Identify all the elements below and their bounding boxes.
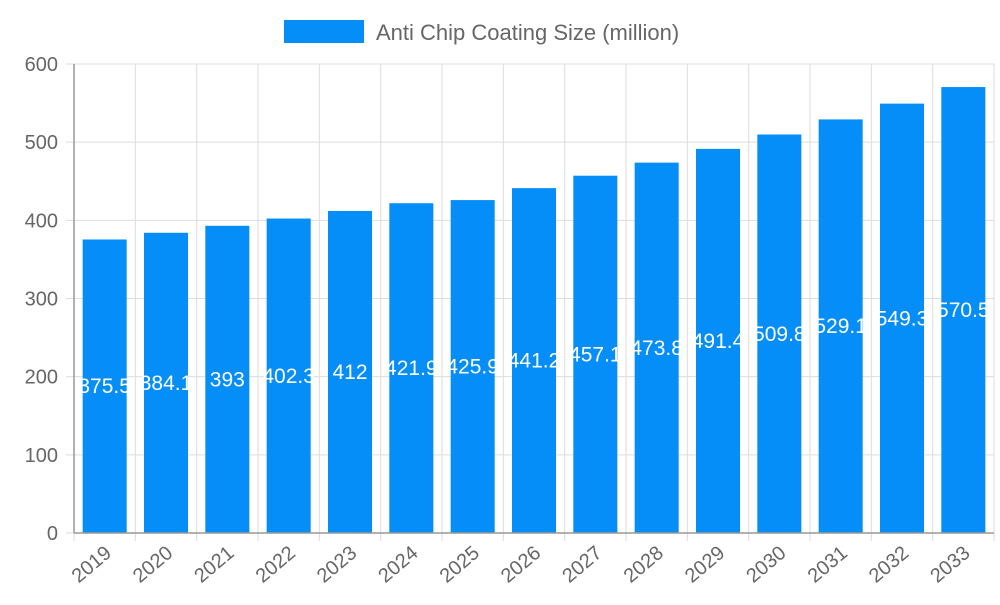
x-tick-label: 2032 <box>865 542 913 587</box>
x-tick-label: 2028 <box>620 542 668 587</box>
bar <box>512 188 556 533</box>
data-label: 441.2 <box>508 350 561 373</box>
y-tick-label: 500 <box>25 132 58 154</box>
bar <box>941 87 986 533</box>
y-tick-label: 200 <box>25 367 58 389</box>
bar <box>696 148 740 533</box>
bar <box>389 203 434 533</box>
data-label: 402.3 <box>262 365 315 388</box>
data-labels: 375.5 384.1 393 402.3 412 421.9 425.9 441.2 457.… <box>78 299 989 398</box>
bar <box>205 225 250 533</box>
bar <box>328 210 372 533</box>
bar <box>757 134 802 533</box>
data-label: 393 <box>210 368 245 391</box>
x-tick-label: 2020 <box>129 542 177 587</box>
bar <box>818 119 863 533</box>
data-label: 421.9 <box>385 357 438 380</box>
data-label: 473.8 <box>630 337 683 360</box>
y-tick-label: 0 <box>47 523 58 545</box>
y-tick-label: 600 <box>25 54 58 76</box>
bar <box>82 239 127 533</box>
data-label: 457.1 <box>569 343 622 366</box>
x-tick-label: 2022 <box>252 542 300 587</box>
x-tick-label: 2019 <box>68 542 116 587</box>
data-label: 529.1 <box>814 315 867 338</box>
bar <box>573 175 618 533</box>
x-tick-label: 2030 <box>742 542 790 587</box>
bar <box>266 218 311 533</box>
x-tick-label: 2027 <box>558 542 606 587</box>
x-tick-label: 2026 <box>497 542 545 587</box>
x-tick-label: 2023 <box>313 542 361 587</box>
bar <box>634 162 679 533</box>
y-tick-label: 400 <box>25 210 58 232</box>
data-label: 412 <box>332 361 367 384</box>
bar <box>144 232 188 533</box>
y-tick-label: 300 <box>25 289 58 311</box>
legend-label: Anti Chip Coating Size (million) <box>376 20 679 45</box>
bar <box>450 200 495 533</box>
data-label: 384.1 <box>140 372 193 395</box>
data-label: 491.4 <box>692 330 745 353</box>
x-tick-label: 2024 <box>374 542 422 587</box>
legend-swatch <box>284 20 364 43</box>
data-label: 509.8 <box>753 323 806 346</box>
x-tick-label: 2031 <box>804 542 852 587</box>
legend[interactable]: Anti Chip Coating Size (million) <box>284 20 679 45</box>
x-tick-label: 2033 <box>926 542 974 587</box>
data-label: 570.5 <box>937 299 990 322</box>
y-tick-label: 100 <box>25 445 58 467</box>
grid <box>66 63 995 541</box>
x-tick-label: 2025 <box>436 542 484 587</box>
bars <box>82 87 986 534</box>
x-tick-label: 2029 <box>681 542 729 587</box>
bar <box>880 103 924 534</box>
data-label: 549.3 <box>876 307 929 330</box>
data-label: 375.5 <box>78 375 131 398</box>
x-tick-label: 2021 <box>190 542 238 587</box>
data-label: 425.9 <box>446 356 499 379</box>
